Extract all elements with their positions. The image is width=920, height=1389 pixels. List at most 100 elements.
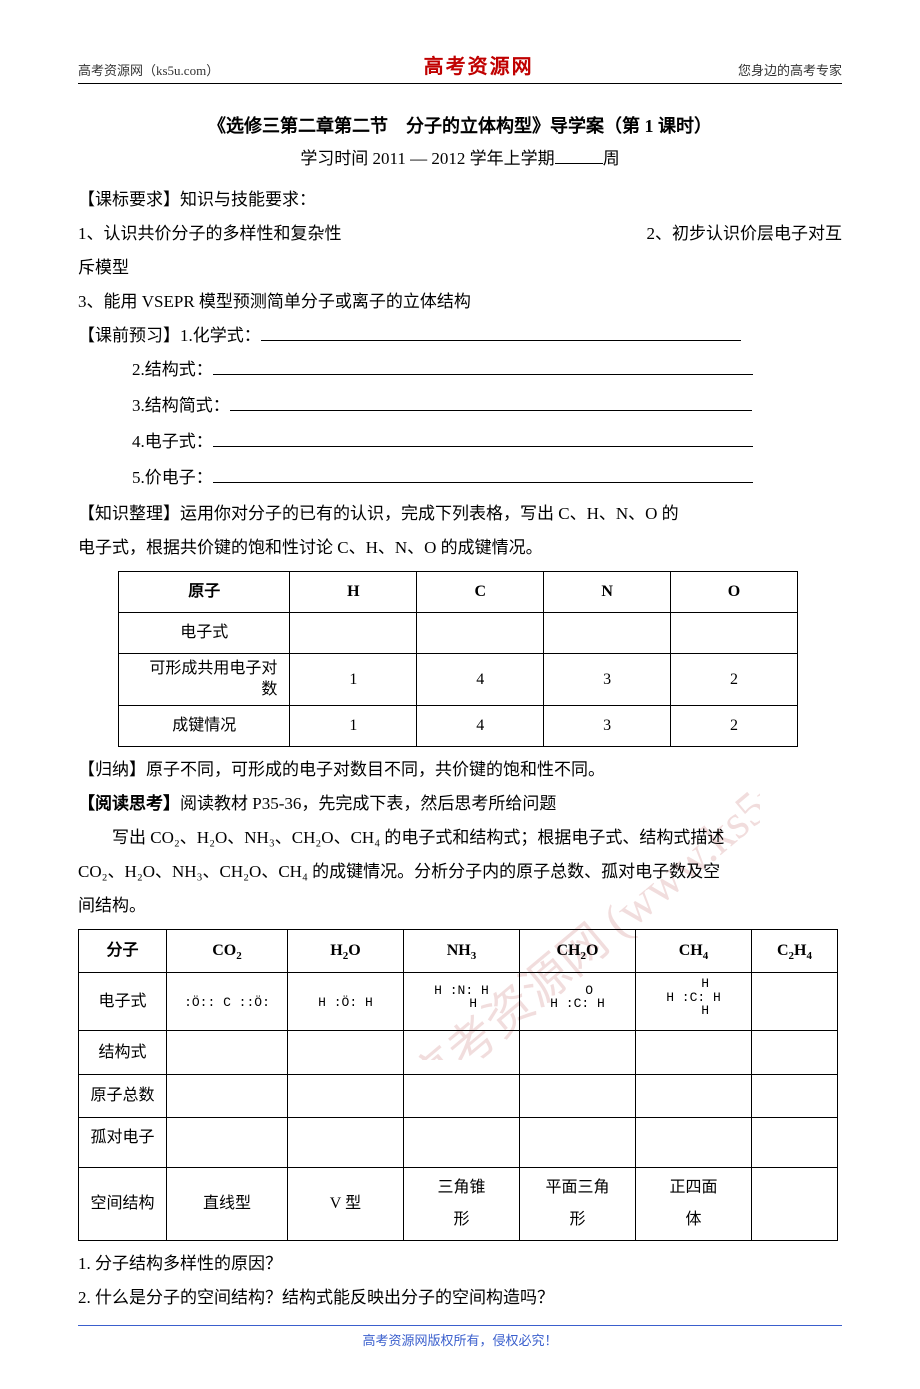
t2-lewis-ch4: H H :C: H H	[635, 973, 751, 1031]
t2-lewis-c2h4[interactable]	[752, 973, 838, 1031]
t2-lone-4[interactable]	[635, 1118, 751, 1168]
footer-rule	[78, 1325, 842, 1326]
t1-r0-c3[interactable]	[671, 613, 798, 654]
t2-struct-3[interactable]	[519, 1031, 635, 1075]
t2-lone-1[interactable]	[287, 1118, 403, 1168]
blank-3[interactable]	[230, 393, 752, 411]
req-item2: 2、初步认识价层电子对互	[647, 217, 843, 251]
t2-atoms-0[interactable]	[167, 1075, 288, 1118]
t2-struct-4[interactable]	[635, 1031, 751, 1075]
blank-2[interactable]	[213, 357, 753, 375]
header-left: 高考资源网（ks5u.com）	[78, 60, 219, 79]
t2-atoms-2[interactable]	[403, 1075, 519, 1118]
header-rule	[78, 83, 842, 84]
t2-struct-0[interactable]	[167, 1031, 288, 1075]
t2-row-struct: 结构式	[79, 1031, 838, 1075]
t2-shape-4: 正四面体	[635, 1168, 751, 1241]
preview-label: 【课前预习】	[78, 326, 180, 345]
t1-r0-c2[interactable]	[544, 613, 671, 654]
t1-row-0: 电子式	[119, 613, 798, 654]
t1-r2-label: 成键情况	[119, 706, 290, 747]
t2-lewis-h2o: H :Ö: H	[287, 973, 403, 1031]
t1-h4: O	[671, 572, 798, 613]
t2-h5: CH4	[635, 930, 751, 973]
t2-shape-1: V 型	[287, 1168, 403, 1241]
knowledge-text2: 电子式，根据共价键的饱和性讨论 C、H、N、O 的成键情况。	[78, 531, 842, 565]
doc-title: 《选修三第二章第二节 分子的立体构型》导学案（第 1 课时）	[78, 112, 842, 138]
t1-r1-c0: 1	[290, 654, 417, 706]
req-item1: 1、认识共价分子的多样性和复杂性	[78, 217, 342, 251]
question-1: 1. 分子结构多样性的原因？	[78, 1247, 842, 1281]
knowledge-text1: 运用你对分子的已有的认识，完成下列表格，写出 C、H、N、O 的	[180, 504, 679, 523]
t2-lewis-ch2o: O H :C: H	[519, 973, 635, 1031]
req-intro: 知识与技能要求：	[180, 190, 316, 209]
header-right: 您身边的高考专家	[738, 60, 842, 79]
preview-item3: 4.电子式：	[132, 432, 213, 451]
t2-lone-3[interactable]	[519, 1118, 635, 1168]
knowledge-label: 【知识整理】	[78, 504, 180, 523]
para-line3: 间结构。	[78, 889, 842, 923]
t2-atoms-3[interactable]	[519, 1075, 635, 1118]
knowledge-line1: 【知识整理】运用你对分子的已有的认识，完成下列表格，写出 C、H、N、O 的	[78, 497, 842, 531]
t2-h1: CO2	[167, 930, 288, 973]
t1-r0-c0[interactable]	[290, 613, 417, 654]
t1-r1-c2: 3	[544, 654, 671, 706]
t2-shape-2: 三角锥形	[403, 1168, 519, 1241]
preview-row-2: 3.结构简式：	[132, 389, 842, 423]
lewis-co2: :Ö:: C ::Ö:	[184, 996, 270, 1010]
req-item2-cont: 斥模型	[78, 251, 842, 285]
t1-r0-c1[interactable]	[417, 613, 544, 654]
t1-h3: N	[544, 572, 671, 613]
t2-struct-label: 结构式	[79, 1031, 167, 1075]
blank-week[interactable]	[555, 146, 603, 164]
blank-1[interactable]	[261, 323, 741, 341]
t1-row-1: 可形成共用电子对数 1 4 3 2	[119, 654, 798, 706]
t2-lewis-co2: :Ö:: C ::Ö:	[167, 973, 288, 1031]
t2-header-row: 分子 CO2 H2O NH3 CH2O CH4 C2H4	[79, 930, 838, 973]
t2-struct-1[interactable]	[287, 1031, 403, 1075]
t2-lone-5[interactable]	[752, 1118, 838, 1168]
t2-shape-5[interactable]	[752, 1168, 838, 1241]
t1-h1: H	[290, 572, 417, 613]
t2-lone-0[interactable]	[167, 1118, 288, 1168]
subtitle-suffix: 周	[603, 149, 620, 168]
t2-atoms-1[interactable]	[287, 1075, 403, 1118]
t2-h6: C2H4	[752, 930, 838, 973]
t2-atoms-5[interactable]	[752, 1075, 838, 1118]
preview-item0: 1.化学式：	[180, 326, 261, 345]
t1-h0: 原子	[119, 572, 290, 613]
req-row1: 1、认识共价分子的多样性和复杂性 2、初步认识价层电子对互	[78, 217, 842, 251]
阅读-text: 阅读教材 P35-36，先完成下表，然后思考所给问题	[180, 794, 556, 813]
t2-h0: 分子	[79, 930, 167, 973]
t2-atoms-4[interactable]	[635, 1075, 751, 1118]
page-footer: 高考资源网版权所有，侵权必究！	[78, 1325, 842, 1349]
blank-5[interactable]	[213, 465, 753, 483]
t2-h2: H2O	[287, 930, 403, 973]
subtitle-prefix: 学习时间 2011 — 2012 学年上学期	[300, 149, 554, 168]
preview-row-1: 2.结构式：	[132, 353, 842, 387]
t2-row-lone: 孤对电子	[79, 1118, 838, 1168]
table-molecules: 分子 CO2 H2O NH3 CH2O CH4 C2H4 电子式 :Ö:: C …	[78, 929, 838, 1241]
lewis-h2o: H :Ö: H	[318, 996, 373, 1010]
t2-h3: NH3	[403, 930, 519, 973]
t2-struct-5[interactable]	[752, 1031, 838, 1075]
t1-r2-c0: 1	[290, 706, 417, 747]
preview-item1: 2.结构式：	[132, 360, 213, 379]
t2-lone-2[interactable]	[403, 1118, 519, 1168]
t2-lewis-label: 电子式	[79, 973, 167, 1031]
preview-item4: 5.价电子：	[132, 468, 213, 487]
t2-lewis-nh3: H :N: H H	[403, 973, 519, 1031]
归纳-line: 【归纳】原子不同，可形成的电子对数目不同，共价键的饱和性不同。	[78, 753, 842, 787]
t1-r1-label: 可形成共用电子对数	[119, 654, 290, 706]
t2-h4: CH2O	[519, 930, 635, 973]
blank-4[interactable]	[213, 429, 753, 447]
preview-row-4: 5.价电子：	[132, 461, 842, 495]
t2-struct-2[interactable]	[403, 1031, 519, 1075]
阅读-label: 【阅读思考】	[78, 794, 180, 813]
header-center-logo: 高考资源网	[424, 50, 534, 79]
footer-text: 高考资源网版权所有，侵权必究！	[362, 1333, 557, 1348]
t2-row-lewis: 电子式 :Ö:: C ::Ö: H :Ö: H H :N: H H O H :C…	[79, 973, 838, 1031]
lewis-ch2o: O H :C: H	[550, 984, 605, 1011]
t1-row-2: 成键情况 1 4 3 2	[119, 706, 798, 747]
t1-header-row: 原子 H C N O	[119, 572, 798, 613]
